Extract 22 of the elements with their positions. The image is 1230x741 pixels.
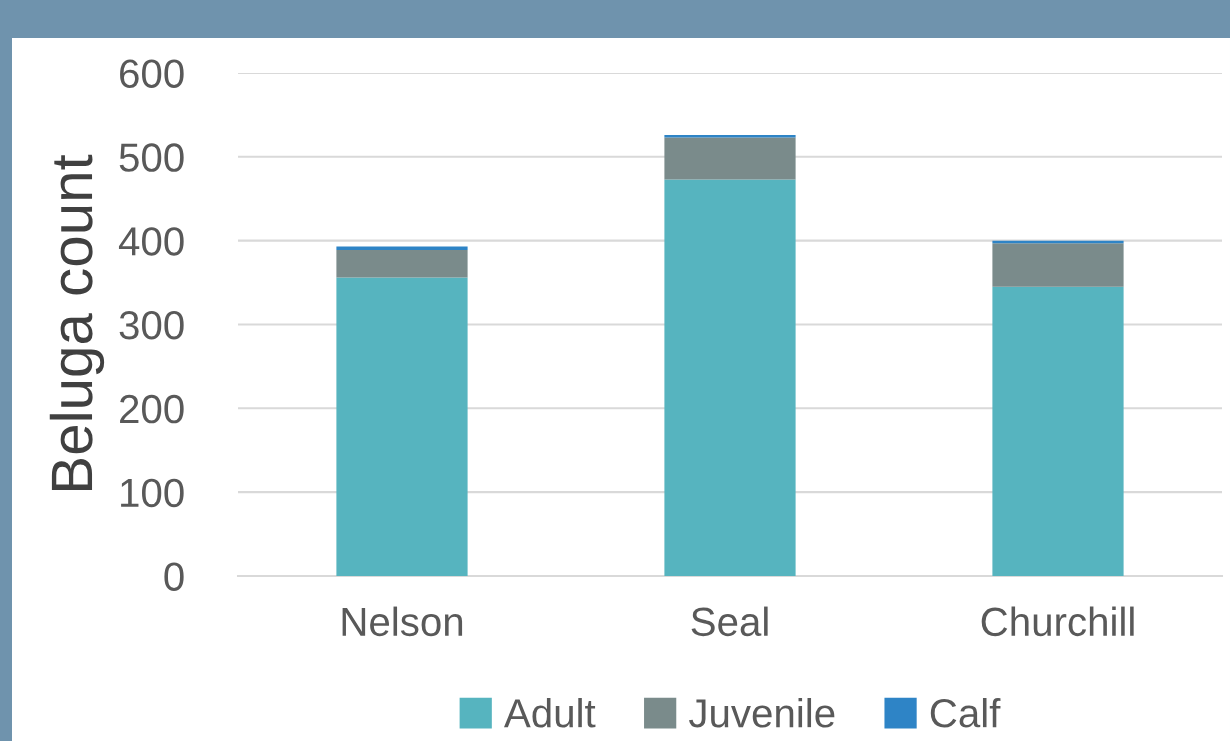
x-tick-label: Nelson: [342, 606, 463, 637]
y-tick-label: 0: [164, 562, 184, 591]
y-tick-label: 400: [118, 227, 184, 256]
y-tick-label: 500: [119, 143, 184, 172]
legend-label: Adult: [504, 697, 596, 728]
legend-label: Juvenile: [688, 697, 835, 728]
bar: [992, 286, 1124, 576]
bar: [664, 135, 796, 138]
x-tick-label: Churchill: [981, 606, 1134, 637]
y-axis-title: Beluga count: [49, 154, 105, 490]
y-tick-label: 300: [119, 310, 184, 340]
bar: [336, 277, 468, 576]
x-tick-label: Seal: [691, 606, 768, 637]
y-tick-label: 600: [120, 59, 184, 88]
bar: [992, 243, 1124, 287]
bar: [664, 179, 796, 576]
y-tick-label: 200: [120, 394, 184, 424]
bar: [336, 249, 468, 278]
y-tick-label: 100: [121, 478, 184, 508]
bar: [336, 246, 468, 250]
legend-label: Calf: [930, 697, 1001, 728]
bar: [664, 137, 796, 180]
